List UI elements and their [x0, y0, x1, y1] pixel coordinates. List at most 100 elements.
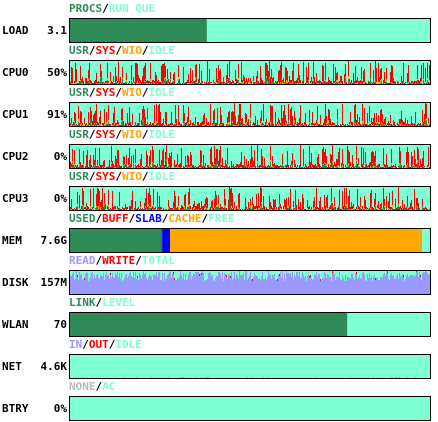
cpu-wio-bar [404, 125, 405, 126]
cpu-usr-bar [115, 82, 116, 84]
cpu-wio-bar [83, 164, 84, 165]
cpu-sys-bar [84, 207, 85, 209]
cpu-sys-bar [373, 118, 374, 124]
cpu-sys-bar [322, 65, 323, 81]
cpu-sys-bar [376, 113, 377, 122]
cpu-sys-bar [81, 112, 82, 123]
disk-read-bar [147, 280, 148, 294]
cpu-sys-bar [425, 68, 426, 82]
cpu-sys-bar [83, 151, 84, 164]
mem-slab-segment [162, 229, 171, 252]
disk-read-bar [116, 275, 117, 294]
cpu-usr-bar [175, 124, 176, 126]
cpu-sys-bar [392, 125, 393, 126]
disk-write-bar [375, 278, 376, 280]
net-graph [75, 377, 416, 378]
cpu-sys-bar [389, 123, 390, 125]
disk-read-bar [350, 278, 351, 294]
disk-read-bar [291, 277, 292, 294]
cpu-wio-bar [361, 79, 362, 81]
cpu-sys-bar [142, 208, 143, 210]
cpu-sys-bar [232, 166, 233, 167]
cpu-sys-bar [318, 124, 319, 126]
cpu-usr-bar [218, 206, 219, 210]
disk-read-bar [196, 272, 197, 294]
cpu-sys-bar [86, 203, 87, 207]
cpu-sys-bar [349, 122, 350, 124]
cpu-wio-bar [213, 82, 214, 84]
disk-read-bar [189, 272, 190, 294]
disk-read-bar [302, 272, 303, 294]
cpu-sys-bar [160, 165, 161, 168]
cpu-sys-bar [357, 164, 358, 167]
cpu-sys-bar [183, 67, 184, 83]
cpu-sys-bar [372, 207, 373, 210]
cpu-sys-bar [241, 62, 242, 82]
cpu-usr-bar [147, 122, 148, 126]
cpu-usr-bar [168, 209, 169, 210]
cpu-wio-bar [90, 83, 91, 84]
cpu-sys-bar [148, 125, 149, 126]
cpu-usr-bar [139, 82, 140, 84]
cpu-wio-bar [178, 77, 179, 80]
cpu-wio-bar [250, 167, 251, 168]
cpu-wio-bar [91, 123, 92, 125]
cpu-usr-bar [391, 83, 392, 84]
cpu-sys-bar [142, 76, 143, 84]
disk-read-bar [323, 278, 324, 294]
cpu-sys-bar [326, 116, 327, 123]
cpu-sys-bar [266, 167, 267, 168]
cpu-wio-bar [373, 166, 374, 168]
cpu-usr-bar [94, 166, 95, 168]
cpu-sys-bar [95, 111, 96, 125]
cpu-wio-bar [328, 120, 329, 123]
cpu-wio-bar [200, 167, 201, 168]
cpu-sys-bar [260, 187, 261, 206]
cpu-wio-bar [118, 125, 119, 126]
cpu-sys-bar [270, 146, 271, 160]
cpu-sys-bar [188, 156, 189, 167]
cpu-sys-bar [288, 165, 289, 168]
cpu-usr-bar [150, 82, 151, 84]
cpu-sys-bar [229, 187, 230, 210]
cpu-sys-bar [87, 150, 88, 168]
cpu-sys-bar [415, 159, 416, 167]
disk-read-bar [352, 274, 353, 294]
cpu-wio-bar [100, 207, 101, 210]
cpu-sys-bar [145, 63, 146, 79]
cpu-usr-bar [357, 167, 358, 168]
cpu-usr-bar [174, 209, 175, 210]
cpu-sys-bar [100, 64, 101, 77]
cpu-wio-bar [75, 82, 76, 84]
cpu-sys-bar [383, 188, 384, 209]
cpu-sys-bar [404, 165, 405, 167]
cpu-wio-bar [243, 125, 244, 126]
cpu-wio-bar [404, 167, 405, 168]
cpu-sys-bar [99, 148, 100, 166]
cpu-sys-bar [212, 123, 213, 125]
cpu-usr-bar [97, 206, 98, 210]
cpu-wio-bar [107, 209, 108, 210]
cpu-sys-bar [139, 166, 140, 167]
disk-read-bar [253, 277, 254, 294]
cpu-sys-bar [280, 204, 281, 208]
cpu-wio-bar [300, 124, 301, 125]
cpu-wio-bar [420, 167, 421, 168]
cpu-sys-bar [291, 161, 292, 165]
cpu-wio-bar [133, 163, 134, 164]
cpu-sys-bar [86, 78, 87, 84]
legend-segment: / [128, 212, 136, 225]
cpu-sys-bar [344, 188, 345, 207]
cpu-sys-bar [148, 193, 149, 204]
cpu-sys-bar [183, 207, 184, 210]
cpu-sys-bar [398, 82, 399, 83]
cpu-usr-bar [73, 167, 74, 168]
cpu-sys-bar [308, 207, 309, 209]
cpu-sys-bar [113, 207, 114, 210]
disk-read-bar [383, 274, 384, 294]
cpu-sys-bar [293, 201, 294, 207]
disk-read-bar [292, 272, 293, 294]
cpu-usr-bar [399, 125, 400, 126]
cpu-sys-bar [108, 105, 109, 120]
cpu-sys-bar [176, 208, 177, 210]
